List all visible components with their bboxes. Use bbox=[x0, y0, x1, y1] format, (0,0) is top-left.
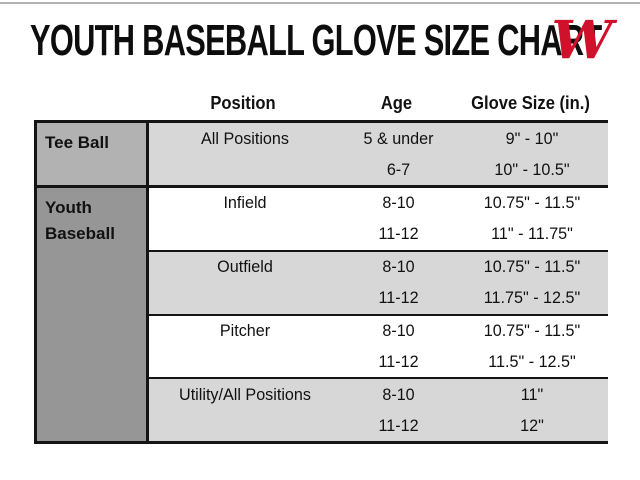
age-cell: 6-7 bbox=[386, 159, 411, 179]
age-cell: 5 & under bbox=[363, 128, 434, 148]
glove-size-cell: 9" - 10" bbox=[505, 128, 559, 148]
position-cell: Infield bbox=[223, 193, 267, 213]
table-row: 11-12 11" - 11.75" bbox=[149, 219, 608, 250]
group-all-positions: All Positions 5 & under 9" - 10" 6-7 10"… bbox=[149, 123, 608, 185]
column-headers-row: Position Age Glove Size (in.) bbox=[35, 90, 607, 116]
table-row: All Positions 5 & under 9" - 10" bbox=[149, 123, 608, 154]
age-cell: 8-10 bbox=[382, 193, 415, 213]
position-cell: All Positions bbox=[201, 128, 289, 148]
age-cell: 11-12 bbox=[378, 288, 419, 308]
category-cell-youth-baseball: Youth Baseball bbox=[37, 188, 149, 441]
column-header-position: Position bbox=[210, 92, 276, 113]
group-outfield: Outfield 8-10 10.75" - 11.5" 11-12 11.75… bbox=[149, 249, 608, 314]
position-cell: Outfield bbox=[217, 257, 273, 277]
glove-size-cell: 12" bbox=[520, 415, 544, 435]
glove-size-cell: 10.75" - 11.5" bbox=[483, 193, 581, 213]
table-row: 11-12 12" bbox=[149, 410, 608, 441]
table-row: Outfield 8-10 10.75" - 11.5" bbox=[149, 252, 608, 283]
glove-size-cell: 11" - 11.75" bbox=[491, 224, 573, 244]
table-row: Infield 8-10 10.75" - 11.5" bbox=[149, 188, 608, 219]
glove-size-cell: 10" - 10.5" bbox=[494, 159, 570, 179]
glove-size-cell: 11.5" - 12.5" bbox=[488, 351, 576, 371]
glove-size-cell: 11" bbox=[520, 384, 544, 404]
group-utility-all-positions: Utility/All Positions 8-10 11" 11-12 12" bbox=[149, 377, 608, 441]
top-divider-line bbox=[0, 2, 640, 4]
category-cell-tee-ball: Tee Ball bbox=[37, 123, 149, 185]
wilson-w-icon: W bbox=[551, 9, 613, 71]
table-row: Utility/All Positions 8-10 11" bbox=[149, 379, 608, 410]
wilson-logo: W bbox=[548, 8, 615, 72]
table-row: 11-12 11.5" - 12.5" bbox=[149, 346, 608, 377]
column-header-age: Age bbox=[380, 92, 413, 113]
glove-size-table: Tee Ball All Positions 5 & under 9" - 10… bbox=[34, 120, 608, 444]
group-pitcher: Pitcher 8-10 10.75" - 11.5" 11-12 11.5" … bbox=[149, 313, 608, 378]
glove-size-cell: 10.75" - 11.5" bbox=[483, 320, 581, 340]
table-row: Pitcher 8-10 10.75" - 11.5" bbox=[149, 316, 608, 347]
age-cell: 11-12 bbox=[378, 415, 419, 435]
age-cell: 8-10 bbox=[382, 384, 415, 404]
glove-size-cell: 10.75" - 11.5" bbox=[483, 257, 581, 277]
position-cell: Utility/All Positions bbox=[179, 384, 311, 404]
page-title: YOUTH BASEBALL GLOVE SIZE CHART bbox=[30, 16, 602, 65]
glove-size-cell: 11.75" - 12.5" bbox=[483, 288, 581, 308]
table-row: 11-12 11.75" - 12.5" bbox=[149, 283, 608, 314]
position-cell: Pitcher bbox=[219, 320, 271, 340]
section-youth-baseball: Youth Baseball Infield 8-10 10.75" - 11.… bbox=[37, 185, 608, 441]
age-cell: 8-10 bbox=[382, 257, 415, 277]
table-row: 6-7 10" - 10.5" bbox=[149, 154, 608, 185]
group-infield: Infield 8-10 10.75" - 11.5" 11-12 11" - … bbox=[149, 188, 608, 250]
age-cell: 11-12 bbox=[378, 351, 419, 371]
age-cell: 8-10 bbox=[382, 320, 415, 340]
age-cell: 11-12 bbox=[378, 224, 419, 244]
column-header-glove-size: Glove Size (in.) bbox=[471, 92, 590, 113]
section-tee-ball: Tee Ball All Positions 5 & under 9" - 10… bbox=[37, 123, 608, 185]
